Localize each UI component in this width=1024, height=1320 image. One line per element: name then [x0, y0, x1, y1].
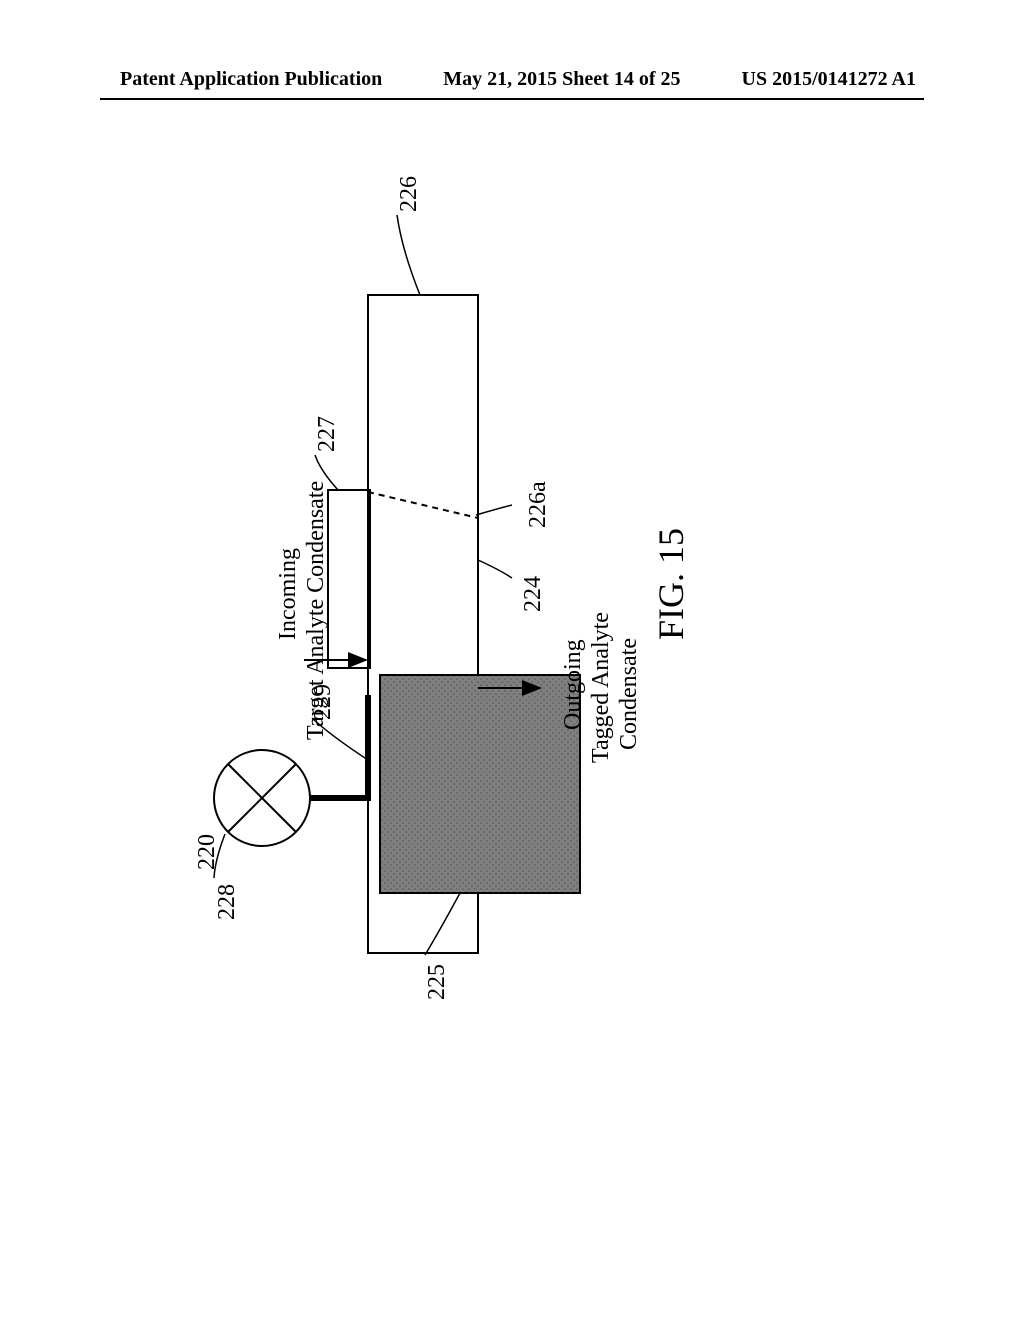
- page-root: Patent Application Publication May 21, 2…: [0, 0, 1024, 1320]
- ref-226a: 226a: [525, 481, 552, 528]
- ref-228: 228: [214, 884, 241, 920]
- lead-226: [397, 215, 420, 295]
- ref-227: 227: [314, 416, 341, 452]
- hatched-225: [380, 675, 580, 893]
- figure-diagram: [0, 0, 1024, 1320]
- figure-svg: [0, 0, 1024, 1320]
- lead-226a: [476, 505, 512, 515]
- outgoing-label-line2: Tagged Analyte: [588, 612, 615, 763]
- port-227: [328, 490, 370, 668]
- ref-220: 220: [194, 834, 221, 870]
- lead-224: [478, 560, 512, 578]
- figure-label: FIG. 15: [650, 528, 692, 640]
- ref-229: 229: [310, 684, 337, 720]
- dashed-line-226a: [368, 492, 478, 518]
- ref-225: 225: [424, 964, 451, 1000]
- ref-226: 226: [396, 176, 423, 212]
- incoming-label-line1: Incoming: [275, 548, 302, 640]
- ref-224: 224: [520, 576, 547, 612]
- outgoing-label-line1: Outgoing: [560, 639, 587, 730]
- lead-225: [425, 893, 460, 955]
- outgoing-label-line3: Condensate: [616, 638, 643, 750]
